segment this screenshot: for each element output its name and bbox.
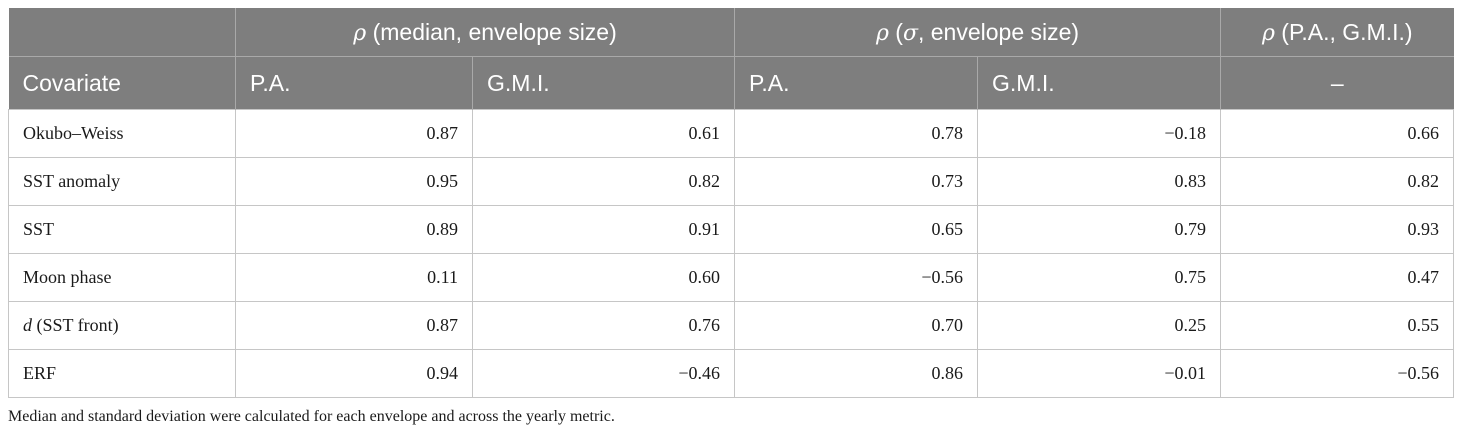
table-footnote: Median and standard deviation were calcu… [8,408,615,425]
covariate-label: Moon phase [8,253,236,302]
table-cell: −0.56 [1220,349,1455,398]
table-cell: 0.93 [1220,205,1455,254]
table-cell: 0.70 [734,301,979,350]
correlation-table: ρ (median, envelope size) ρ (σ, envelope… [8,8,1455,398]
covariate-text: SST [23,219,55,239]
covariate-italic: d [23,315,32,335]
table-cell: 0.47 [1220,253,1455,302]
table-cell: 0.11 [235,253,473,302]
rho-symbol: ρ [1261,20,1275,46]
table-cell: 0.91 [471,205,736,254]
covariate-text: Okubo–Weiss [23,123,124,143]
table-cell: −0.46 [471,349,736,398]
table-cell: 0.79 [977,205,1222,254]
table-cell: 0.83 [977,157,1222,206]
table-cell: 0.73 [734,157,979,206]
header-median-pa: P.A. [235,56,473,110]
group-header-median: ρ (median, envelope size) [234,8,735,57]
covariate-text: (SST front) [32,315,119,335]
group-header-sigma-open: ( [888,18,903,45]
table-cell: 0.25 [977,301,1222,350]
group-header-row: ρ (median, envelope size) ρ (σ, envelope… [8,8,1454,57]
table-cell: 0.94 [235,349,473,398]
group-header-median-text: (median, envelope size) [366,18,617,45]
header-median-gmi: G.M.I. [471,56,735,110]
table-cell: 0.87 [235,109,473,158]
header-dash: – [1220,56,1454,110]
table-cell: 0.82 [1220,157,1455,206]
table-cell: 0.78 [734,109,979,158]
table-row: Okubo–Weiss 0.87 0.61 0.78 −0.18 0.66 [8,109,1455,158]
table-body: Okubo–Weiss 0.87 0.61 0.78 −0.18 0.66 SS… [8,109,1455,398]
covariate-text: ERF [23,363,57,383]
group-header-pa-gmi: ρ (P.A., G.M.I.) [1220,8,1454,57]
covariate-label: d (SST front) [8,301,236,350]
table-cell: 0.66 [1220,109,1455,158]
table-cell: 0.89 [235,205,473,254]
table-row: SST anomaly 0.95 0.82 0.73 0.83 0.82 [8,157,1455,206]
covariate-label: SST anomaly [8,157,236,206]
covariate-text: SST anomaly [23,171,121,191]
table-cell: 0.60 [471,253,736,302]
sub-header-row: Covariate P.A. G.M.I. P.A. G.M.I. – [8,56,1454,110]
table-cell: 0.65 [734,205,979,254]
table-header: ρ (median, envelope size) ρ (σ, envelope… [8,8,1454,110]
table-row: ERF 0.94 −0.46 0.86 −0.01 −0.56 [8,349,1455,398]
table-row: Moon phase 0.11 0.60 −0.56 0.75 0.47 [8,253,1455,302]
table-cell: 0.87 [235,301,473,350]
table-cell: −0.56 [734,253,979,302]
group-header-sigma-text: , envelope size) [917,18,1080,45]
table-cell: 0.55 [1220,301,1455,350]
rho-symbol: ρ [353,20,367,46]
header-covariate: Covariate [8,56,236,110]
rho-symbol: ρ [875,20,889,46]
group-header-pa-gmi-text: (P.A., G.M.I.) [1274,18,1413,45]
covariate-label: SST [8,205,236,254]
table-cell: −0.01 [977,349,1222,398]
table-cell: −0.18 [977,109,1222,158]
table-cell: 0.82 [471,157,736,206]
sigma-symbol: σ [902,20,918,46]
table-cell: 0.76 [471,301,736,350]
table-cell: 0.75 [977,253,1222,302]
covariate-label: Okubo–Weiss [8,109,236,158]
group-header-empty [8,8,236,57]
table-row: d (SST front) 0.87 0.76 0.70 0.25 0.55 [8,301,1455,350]
table-cell: 0.61 [471,109,736,158]
header-sigma-pa: P.A. [734,56,978,110]
table-row: SST 0.89 0.91 0.65 0.79 0.93 [8,205,1455,254]
header-sigma-gmi: G.M.I. [977,56,1221,110]
covariate-text: Moon phase [23,267,112,287]
table-cell: 0.86 [734,349,979,398]
group-header-sigma: ρ (σ, envelope size) [734,8,1221,57]
covariate-label: ERF [8,349,236,398]
table-cell: 0.95 [235,157,473,206]
